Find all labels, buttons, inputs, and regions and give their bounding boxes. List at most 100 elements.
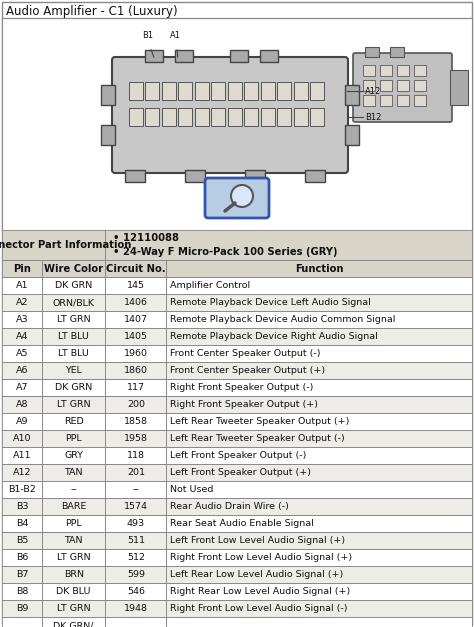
Text: B1-B2: B1-B2 (8, 485, 36, 494)
Bar (42, 447, 105, 464)
Bar (42, 600, 105, 617)
Text: A2: A2 (16, 298, 28, 307)
Bar (228, 82, 242, 100)
Text: 118: 118 (127, 451, 145, 460)
Bar (166, 447, 472, 464)
Bar (129, 82, 143, 100)
Text: A7: A7 (16, 383, 28, 392)
Bar (42, 311, 105, 328)
Text: LT GRN: LT GRN (57, 604, 91, 613)
Bar (166, 532, 472, 549)
Bar (228, 108, 242, 126)
Bar (42, 481, 105, 498)
Bar (2, 413, 42, 430)
Bar (166, 515, 472, 532)
Bar (2, 362, 42, 379)
Bar (42, 566, 105, 583)
Text: LT GRN: LT GRN (57, 315, 91, 324)
Bar (105, 328, 166, 345)
Bar (42, 345, 105, 362)
Bar (105, 583, 166, 600)
Bar (42, 464, 105, 481)
Bar (42, 294, 105, 311)
Bar (166, 311, 472, 328)
Bar (166, 396, 472, 413)
Bar (42, 430, 105, 447)
Bar (2, 464, 42, 481)
Bar (363, 80, 375, 91)
Bar (42, 515, 105, 532)
Bar (397, 95, 409, 106)
Text: LT BLU: LT BLU (58, 332, 89, 341)
Bar (105, 230, 472, 260)
Bar (42, 481, 105, 498)
Bar (105, 464, 166, 481)
Bar (195, 108, 209, 126)
Bar (42, 617, 105, 627)
Bar (2, 311, 42, 328)
Bar (166, 277, 472, 294)
Bar (166, 345, 472, 362)
Bar (2, 481, 42, 498)
Bar (294, 82, 308, 100)
Bar (2, 566, 42, 583)
Text: B8: B8 (16, 587, 28, 596)
Bar (105, 549, 166, 566)
Bar (166, 362, 472, 379)
Text: Left Front Low Level Audio Signal (+): Left Front Low Level Audio Signal (+) (171, 536, 346, 545)
Bar (261, 82, 275, 100)
Bar (42, 413, 105, 430)
Bar (166, 481, 472, 498)
Bar (261, 108, 275, 126)
Bar (105, 447, 166, 464)
Bar (42, 345, 105, 362)
Text: Left Front Speaker Output (+): Left Front Speaker Output (+) (171, 468, 311, 477)
Text: LT GRN: LT GRN (57, 553, 91, 562)
Bar (166, 566, 472, 583)
Bar (105, 413, 166, 430)
Bar (414, 65, 426, 76)
Bar (2, 549, 42, 566)
Bar (2, 583, 42, 600)
Bar (179, 82, 192, 100)
Bar (179, 108, 192, 126)
Bar (166, 277, 472, 294)
Bar (166, 532, 472, 549)
Text: 200: 200 (127, 400, 145, 409)
Text: DK GRN: DK GRN (55, 383, 92, 392)
FancyBboxPatch shape (112, 57, 348, 173)
Bar (42, 464, 105, 481)
Text: DK GRN/: DK GRN/ (54, 621, 94, 627)
Text: Right Rear Low Level Audio Signal (+): Right Rear Low Level Audio Signal (+) (171, 587, 351, 596)
Bar (211, 82, 226, 100)
Bar (380, 80, 392, 91)
Text: Right Front Low Level Audio Signal (-): Right Front Low Level Audio Signal (-) (171, 604, 348, 613)
Text: Rear Audio Drain Wire (-): Rear Audio Drain Wire (-) (171, 502, 289, 511)
Bar (42, 583, 105, 600)
Bar (105, 515, 166, 532)
Bar (2, 18, 472, 230)
Text: 546: 546 (127, 587, 145, 596)
Bar (2, 294, 42, 311)
Bar (2, 447, 42, 464)
Text: BRN: BRN (64, 570, 84, 579)
Bar (42, 362, 105, 379)
Text: DK GRN: DK GRN (55, 281, 92, 290)
Bar (166, 447, 472, 464)
Bar (146, 108, 159, 126)
Bar (105, 362, 166, 379)
Text: 1948: 1948 (124, 604, 148, 613)
Bar (105, 328, 166, 345)
Bar (105, 549, 166, 566)
Bar (2, 260, 42, 277)
Bar (42, 379, 105, 396)
Bar (105, 498, 166, 515)
Text: Left Front Speaker Output (-): Left Front Speaker Output (-) (171, 451, 307, 460)
Circle shape (231, 185, 253, 207)
Bar (42, 396, 105, 413)
Bar (105, 498, 166, 515)
Bar (166, 379, 472, 396)
Bar (42, 396, 105, 413)
Bar (105, 481, 166, 498)
Bar (365, 47, 379, 57)
